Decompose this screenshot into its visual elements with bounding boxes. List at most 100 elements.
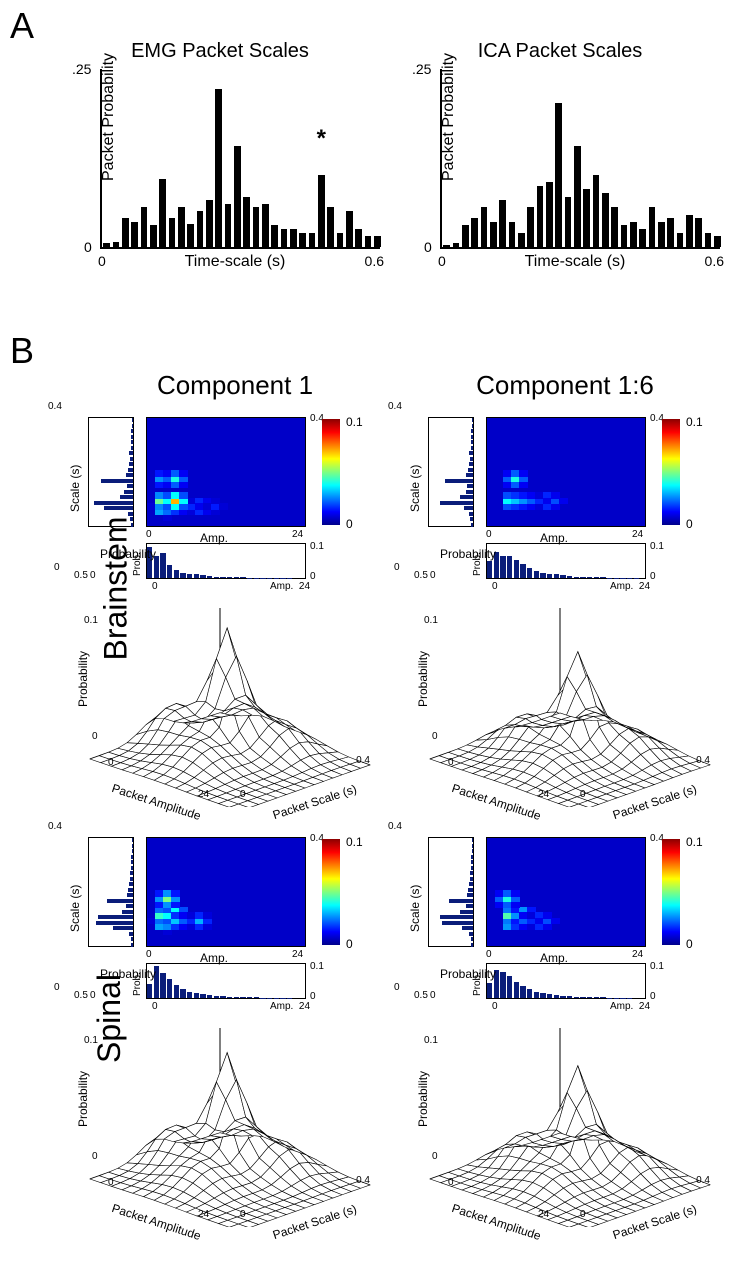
tick: 0 [92,731,98,742]
hist-bar [471,440,473,444]
hist-bar [472,418,473,422]
hist-bar [104,506,133,510]
tick: 0 [152,581,158,592]
hist-bar [468,888,473,892]
hist-bar [178,207,184,247]
tick: 0 [650,991,656,1002]
hist-bar [130,871,133,875]
heatmap [146,417,306,527]
hist-bar [131,523,133,527]
hist-bar [630,222,636,247]
hist-bar [101,479,133,483]
hist-bar [487,561,492,578]
tick: 24 [538,789,549,800]
ica-plot: 0 .25 0 0.6 Packet Probability [440,69,720,249]
colorbar [322,419,340,525]
y-label: Packet Probability [440,53,458,181]
hist-bar [481,207,487,247]
hist-bar [130,457,133,461]
hist-bar [128,512,133,516]
panel-label-B: B [10,330,34,372]
marginal-amp-hist [146,543,306,579]
hist-bar [547,994,552,998]
x-label: Time-scale (s) [440,253,710,271]
hist-bar [227,997,232,998]
hist-bar [159,179,165,247]
hist-bar [271,225,277,247]
hist-bar [147,984,152,998]
hist-bar [507,976,512,998]
hist-bar [499,200,505,247]
hist-bar [225,204,231,247]
hist-bar [471,860,473,864]
tick: 0.4 [696,755,710,766]
cell-brainstem-c1: Scale (s) 0 0.5 0 0.4Amp. 0 24 0.40 0.1P… [70,407,390,807]
tick: 0 [240,789,246,800]
hist-bar [262,204,268,247]
surface-3d: Probability Packet Amplitude Packet Scal… [70,597,390,807]
tick: 0.5 [74,570,88,581]
hist-bar [466,490,473,494]
tick: 0.1 [424,615,438,626]
scale-label: Scale (s) [68,885,82,932]
hist-bar [471,446,473,450]
hist-bar [471,937,473,941]
hist-bar [518,233,524,247]
cell-brainstem-c16: Scale (s) 0 0.5 0 0.4Amp. 0 24 0.40 0.1P… [410,407,730,807]
hist-bar [460,910,473,914]
marginal-scale-hist [88,417,134,527]
hist-bar [440,915,473,919]
hist-bar [141,207,147,247]
hist-bar [547,574,552,578]
panel-A: EMG Packet Scales 0 .25 0 0.6 Packet Pro… [70,40,730,300]
hist-bar [194,574,199,578]
hist-bar [132,838,133,842]
hist-bar [200,575,205,578]
tick: 0.1 [346,415,363,429]
hist-bar [469,882,473,886]
hist-bar [240,997,245,998]
tick: 0.1 [650,961,664,972]
amp-label: Amp. 24 [610,1001,650,1012]
tick: 0 [686,517,693,531]
tick: 0 [240,1209,246,1220]
tick: 0 [686,937,693,951]
prob-short: Prob. [132,552,143,576]
hist-bar [470,877,473,881]
col-title-c1: Component 1 [70,370,400,401]
hist-bar [449,899,473,903]
tick: 24 [198,1209,209,1220]
hist-bar [131,222,137,247]
hist-bar [126,473,133,477]
y-label: Packet Probability [100,53,118,181]
hist-bar [200,994,205,998]
hist-bar [527,207,533,247]
hist-bar [471,218,477,247]
hist-bar [131,860,133,864]
tick: 0 [448,757,454,768]
hist-bar [469,512,473,516]
hist-bar [207,995,212,998]
hist-bar [187,992,192,998]
surface-3d: Probability Packet Amplitude Packet Scal… [410,597,730,807]
hist-bar [574,577,579,578]
prob-short: Prob. [472,972,483,996]
cell-spinal-c1: Scale (s) 0 0.5 0 0.4Amp. 0 24 0.40 0.1P… [70,827,390,1227]
tick: 0 [492,581,498,592]
hist-bar [337,233,343,247]
hist-bar [471,435,473,439]
tick: 0.5 [414,990,428,1001]
hist-bar [253,207,259,247]
hist-bar [167,979,172,998]
hist-bar [355,229,361,247]
tick: 0.4 [388,821,402,832]
y-tick: .25 [72,61,91,77]
hist-bar [537,186,543,247]
hist-bar [374,236,380,247]
tick: 0 [92,1151,98,1162]
marginal-amp-hist [486,963,646,999]
tick: 0 [108,757,114,768]
cell-spinal-c16: Scale (s) 0 0.5 0 0.4Amp. 0 24 0.40 0.1P… [410,827,730,1227]
hist-bar [514,560,519,578]
tick: 0 [394,982,400,993]
